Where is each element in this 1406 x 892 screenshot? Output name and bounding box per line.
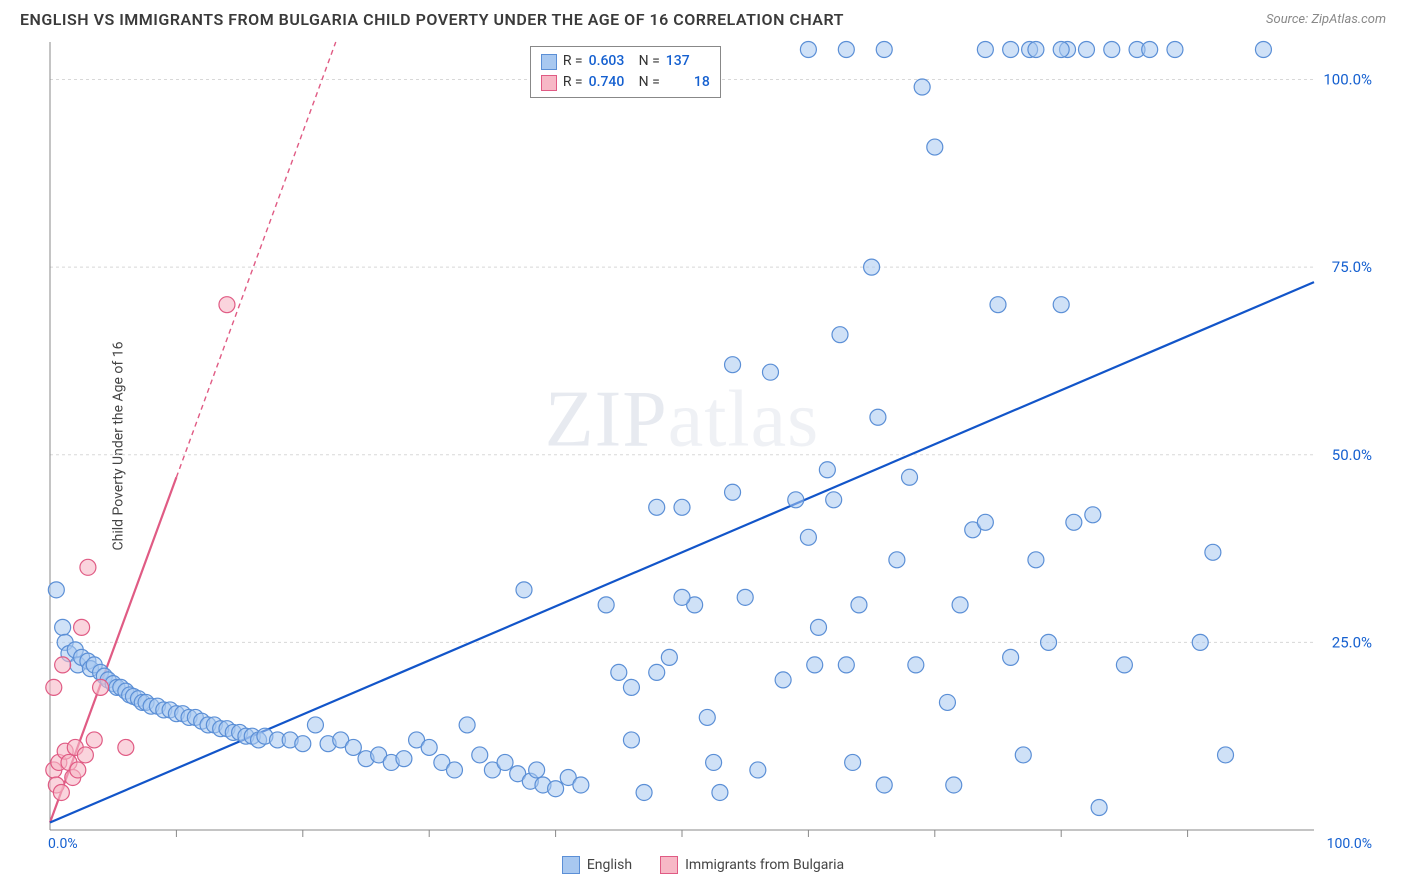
legend-item-bulgaria: Immigrants from Bulgaria — [660, 856, 844, 874]
stats-row-bulgaria: R = 0.740 N = 18 — [541, 72, 710, 93]
r-value-bulgaria: 0.740 — [589, 72, 633, 93]
n-value-english: 137 — [666, 51, 710, 72]
square-icon — [562, 856, 580, 874]
source-name: ZipAtlas.com — [1311, 12, 1386, 27]
square-icon — [541, 75, 557, 91]
chart-title: ENGLISH VS IMMIGRANTS FROM BULGARIA CHIL… — [20, 10, 844, 29]
svg-text:50.0%: 50.0% — [1332, 446, 1372, 464]
r-label: R = — [563, 72, 583, 93]
r-value-english: 0.603 — [589, 51, 633, 72]
chart-header: ENGLISH VS IMMIGRANTS FROM BULGARIA CHIL… — [0, 0, 1406, 35]
svg-text:25.0%: 25.0% — [1332, 633, 1372, 651]
square-icon — [541, 54, 557, 70]
r-label: R = — [563, 51, 583, 72]
x-axis-max-label: 100.0% — [1327, 836, 1372, 852]
legend-label-english: English — [587, 857, 632, 873]
legend: English Immigrants from Bulgaria — [0, 856, 1406, 874]
x-axis-min-label: 0.0% — [48, 836, 78, 852]
source-label: Source: — [1266, 12, 1308, 27]
square-icon — [660, 856, 678, 874]
correlation-stats-box: R = 0.603 N = 137 R = 0.740 N = 18 — [530, 46, 721, 98]
legend-label-bulgaria: Immigrants from Bulgaria — [685, 857, 844, 873]
svg-text:100.0%: 100.0% — [1323, 71, 1372, 89]
scatter-chart: 25.0%50.0%75.0%100.0% — [48, 40, 1316, 832]
chart-area: ZIPatlas 25.0%50.0%75.0%100.0% R = 0.603… — [48, 40, 1316, 832]
n-value-bulgaria: 18 — [666, 72, 710, 93]
chart-source: Source: ZipAtlas.com — [1266, 12, 1386, 27]
stats-row-english: R = 0.603 N = 137 — [541, 51, 710, 72]
n-label: N = — [639, 72, 660, 93]
svg-text:75.0%: 75.0% — [1332, 258, 1372, 276]
n-label: N = — [639, 51, 660, 72]
legend-item-english: English — [562, 856, 632, 874]
